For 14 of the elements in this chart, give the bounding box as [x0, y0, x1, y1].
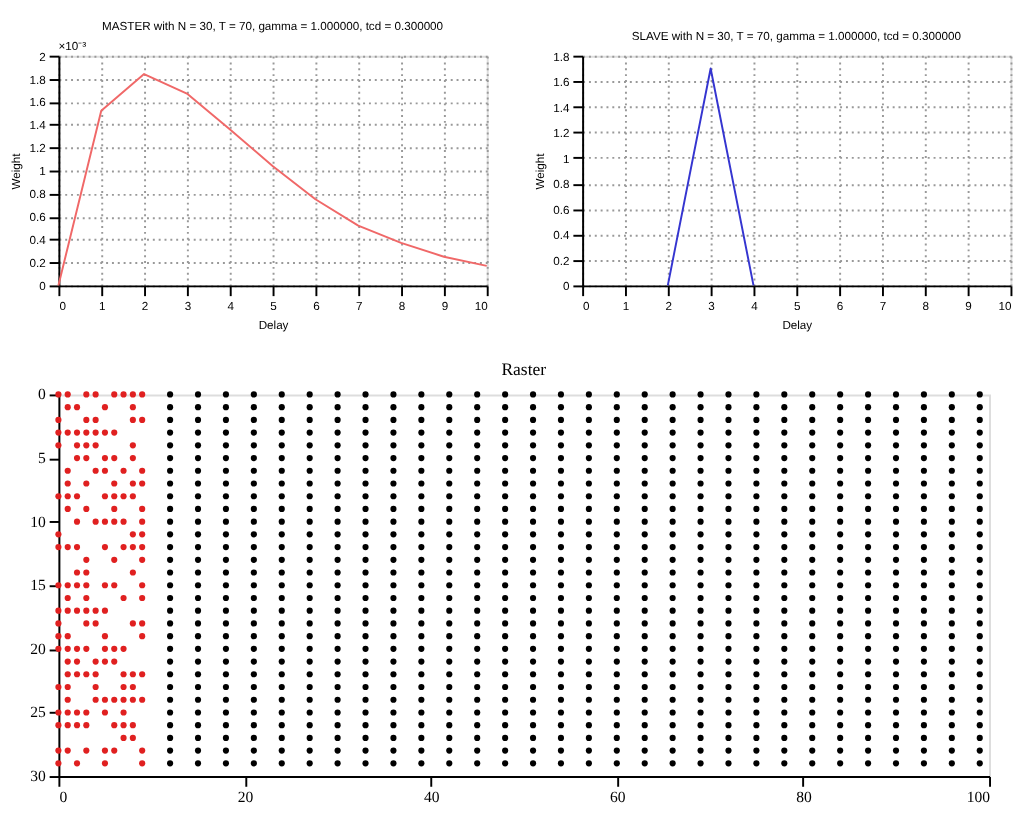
y-tick-label: 20	[30, 639, 46, 658]
y-tick-label: 15	[30, 576, 46, 595]
x-tick-label: 20	[237, 788, 254, 807]
chart-title: Raster	[501, 358, 547, 379]
y-tick-label: 0	[37, 385, 46, 404]
x-tick-label: 80	[796, 788, 812, 807]
y-tick-label: 25	[30, 703, 46, 722]
y-tick-label: 5	[37, 448, 46, 467]
x-tick-label: 100	[966, 788, 991, 807]
x-tick-label: 0	[59, 788, 68, 807]
x-tick-label: 40	[423, 788, 440, 807]
x-tick-label: 60	[610, 788, 626, 807]
y-tick-label: 10	[30, 512, 46, 531]
y-tick-label: 30	[30, 766, 46, 785]
